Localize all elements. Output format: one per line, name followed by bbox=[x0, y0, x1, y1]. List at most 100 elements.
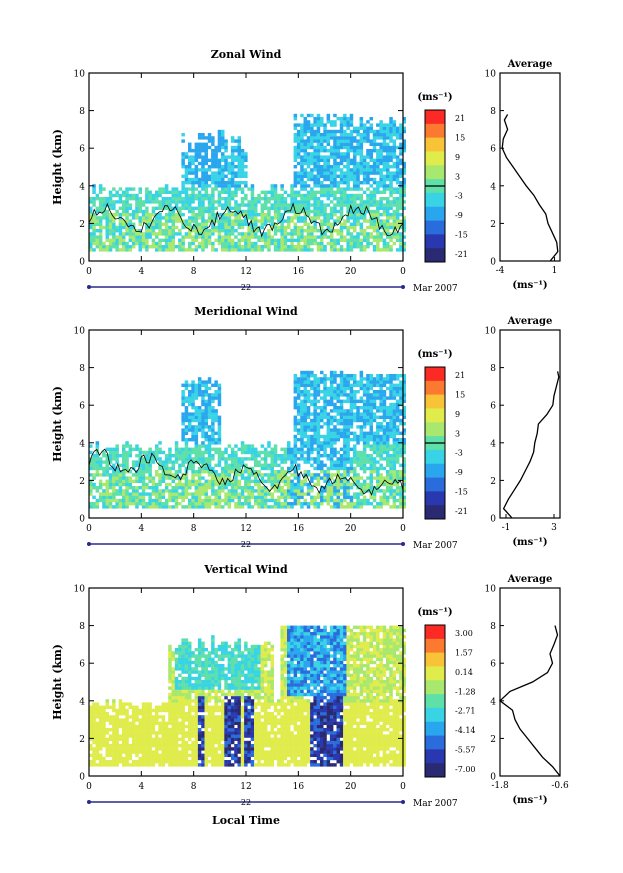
heatmap-cell bbox=[95, 245, 100, 249]
heatmap-cell bbox=[267, 466, 271, 471]
heatmap-cell bbox=[362, 126, 367, 130]
heatmap-cell bbox=[158, 200, 162, 204]
heatmap-cell bbox=[181, 219, 185, 223]
heatmap-cell bbox=[102, 724, 106, 729]
heatmap-cell bbox=[379, 145, 383, 150]
heatmap-cell bbox=[95, 505, 100, 509]
heatmap-cell bbox=[207, 216, 212, 220]
heatmap-cell bbox=[138, 219, 142, 223]
heatmap-cell bbox=[214, 418, 218, 423]
heatmap-cell bbox=[392, 177, 397, 182]
heatmap-cell bbox=[283, 482, 288, 487]
heatmap-cell bbox=[300, 434, 304, 439]
heatmap-cell bbox=[155, 248, 159, 252]
heatmap-cell bbox=[369, 447, 373, 451]
heatmap-cell bbox=[122, 721, 126, 725]
heatmap-cell bbox=[353, 438, 357, 442]
heatmap-cell bbox=[296, 418, 301, 423]
heatmap-cell bbox=[329, 386, 334, 391]
heatmap-cell bbox=[98, 763, 103, 767]
heatmap-cell bbox=[277, 209, 281, 214]
heatmap-cell bbox=[240, 447, 245, 451]
heatmap-cell bbox=[201, 476, 205, 480]
heatmap-cell bbox=[382, 209, 387, 214]
heatmap-cell bbox=[244, 193, 248, 198]
heatmap-cell bbox=[227, 168, 232, 172]
heatmap-cell bbox=[293, 396, 298, 400]
heatmap-cell bbox=[306, 412, 311, 416]
heatmap-cell bbox=[224, 473, 228, 477]
heatmap-cell bbox=[293, 460, 298, 464]
panel-title: Meridional Wind bbox=[194, 305, 298, 318]
heatmap-cell bbox=[227, 155, 232, 159]
heatmap-cell bbox=[112, 470, 116, 474]
heatmap-cell bbox=[141, 466, 146, 471]
heatmap-cell bbox=[329, 431, 334, 435]
heatmap-cell bbox=[359, 222, 364, 226]
heatmap-cell bbox=[346, 486, 350, 490]
heatmap-cell bbox=[379, 406, 383, 410]
heatmap-cell bbox=[164, 203, 169, 207]
heatmap-cell bbox=[336, 418, 340, 423]
heatmap-cell bbox=[303, 428, 307, 432]
heatmap-cell bbox=[320, 441, 324, 445]
heatmap-cell bbox=[201, 492, 205, 496]
heatmap-cell bbox=[141, 245, 146, 249]
heatmap-cell bbox=[389, 447, 393, 451]
heatmap-cell bbox=[392, 492, 397, 496]
heatmap-cell bbox=[349, 248, 354, 252]
heatmap-cell bbox=[306, 206, 311, 210]
heatmap-cell bbox=[224, 235, 228, 239]
heatmap-cell bbox=[306, 444, 311, 448]
heatmap-cell bbox=[303, 425, 307, 429]
heatmap-cell bbox=[386, 177, 390, 182]
heatmap-cell bbox=[326, 168, 331, 172]
heatmap-cell bbox=[359, 171, 364, 175]
heatmap-cell bbox=[306, 161, 311, 166]
heatmap-cell bbox=[181, 190, 185, 194]
heatmap-cell bbox=[270, 450, 274, 455]
heatmap-cell bbox=[389, 505, 393, 509]
heatmap-cell bbox=[366, 225, 370, 230]
heatmap-cell bbox=[247, 489, 251, 493]
heatmap-cell bbox=[280, 219, 284, 223]
heatmap-cell bbox=[326, 486, 331, 490]
heatmap-cell bbox=[359, 238, 364, 242]
colorbar-swatch bbox=[425, 505, 445, 520]
heatmap-cell bbox=[323, 193, 327, 198]
heatmap-cell bbox=[283, 225, 288, 230]
heatmap-cell bbox=[145, 232, 149, 236]
heatmap-cell bbox=[273, 190, 278, 194]
heatmap-cell bbox=[194, 444, 199, 448]
heatmap-cell bbox=[197, 466, 202, 471]
heatmap-cell bbox=[105, 718, 109, 722]
heatmap-cell bbox=[151, 232, 156, 236]
heatmap-cell bbox=[339, 171, 344, 175]
heatmap-cell bbox=[237, 232, 241, 236]
heatmap-cell bbox=[184, 206, 189, 210]
heatmap-cell bbox=[316, 235, 321, 239]
heatmap-cell bbox=[254, 489, 258, 493]
heatmap-cell bbox=[336, 460, 340, 464]
heatmap-cell bbox=[135, 460, 139, 464]
heatmap-cell bbox=[194, 479, 199, 483]
heatmap-cell bbox=[300, 177, 304, 182]
heatmap-cell bbox=[379, 213, 383, 217]
heatmap-cell bbox=[326, 219, 331, 223]
heatmap-cell bbox=[323, 377, 327, 381]
heatmap-cell bbox=[247, 203, 251, 207]
heatmap-cell bbox=[174, 203, 179, 207]
heatmap-cell bbox=[263, 238, 268, 242]
heatmap-cell bbox=[359, 466, 364, 471]
heatmap-cell bbox=[92, 219, 96, 223]
heatmap-cell bbox=[217, 193, 222, 198]
heatmap-cell bbox=[227, 457, 232, 461]
heatmap-cell bbox=[376, 133, 380, 137]
heatmap-cell bbox=[320, 142, 324, 146]
heatmap-cell bbox=[343, 409, 347, 413]
heatmap-cell bbox=[98, 705, 103, 709]
heatmap-cell bbox=[115, 470, 119, 474]
heatmap-cell bbox=[326, 470, 331, 474]
heatmap-cell bbox=[250, 209, 255, 214]
